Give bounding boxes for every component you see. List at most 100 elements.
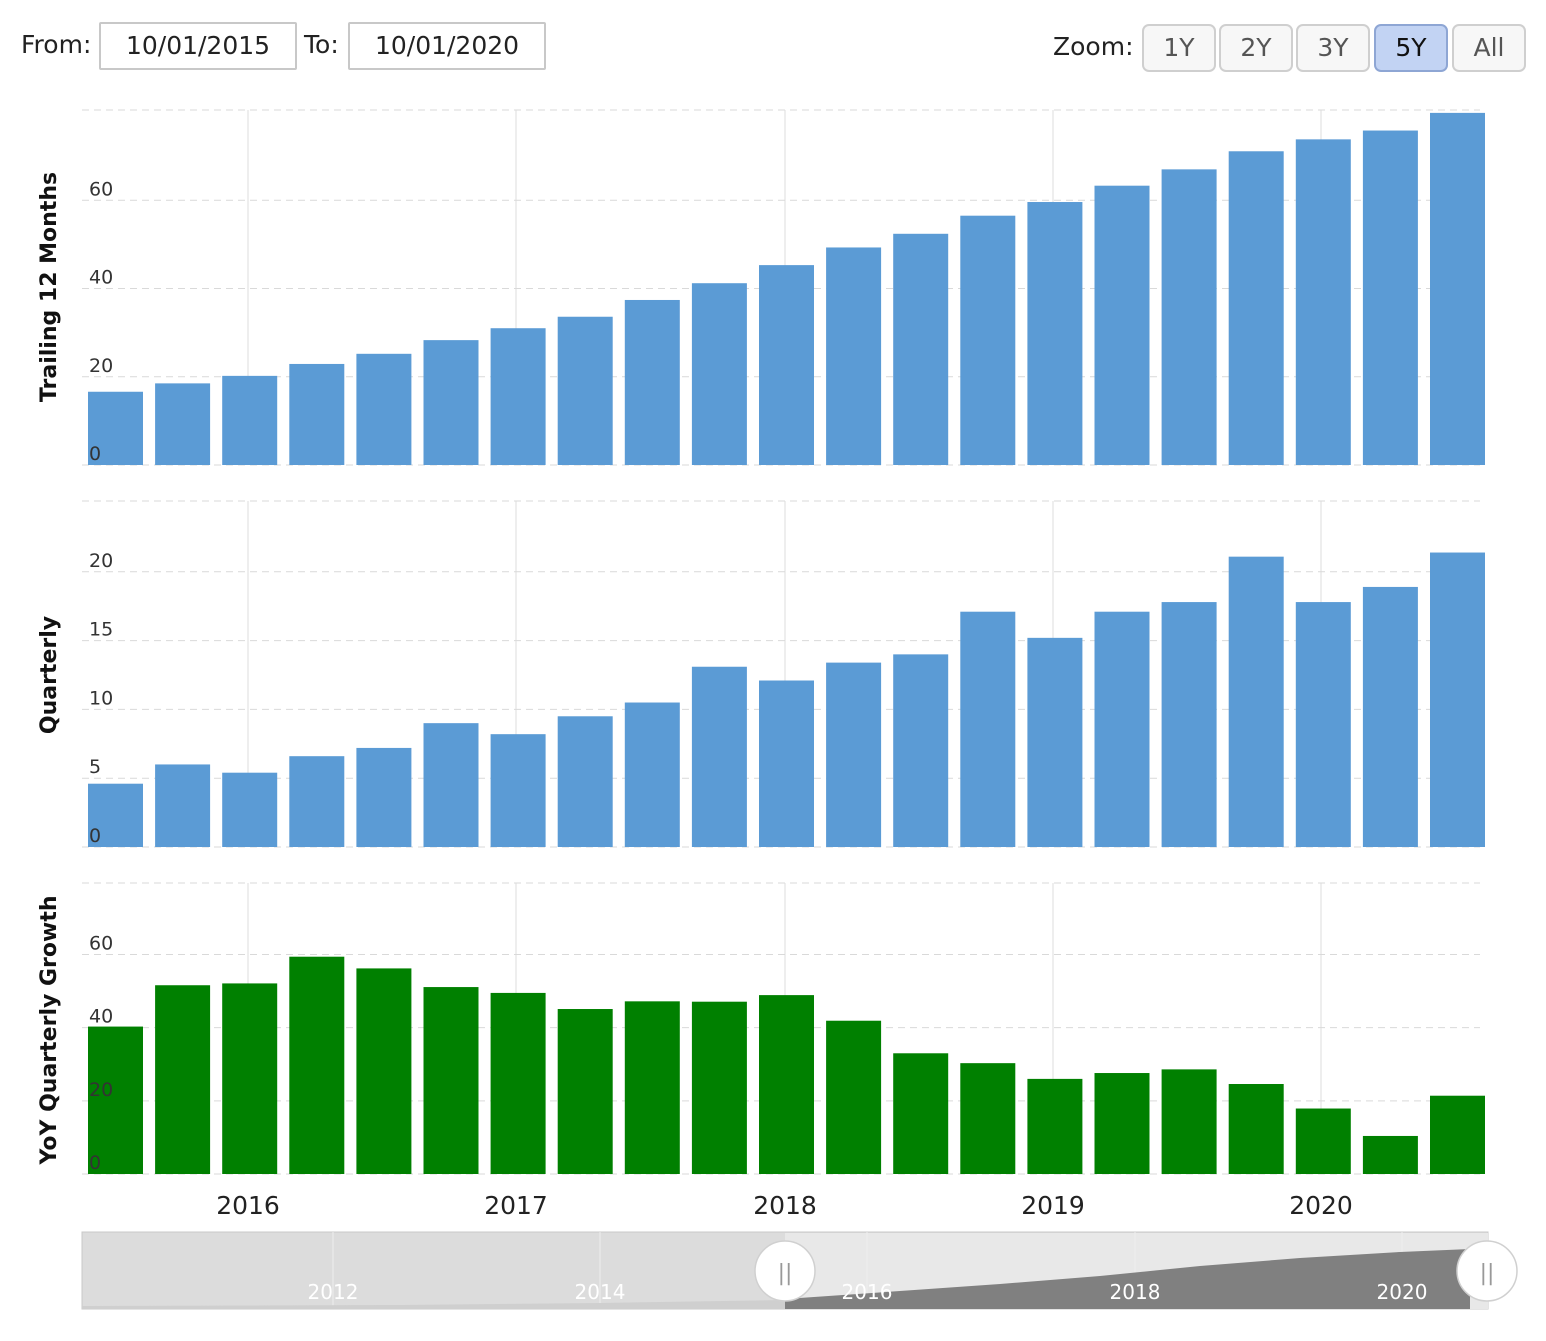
y-axis-title: YoY Quarterly Growth <box>37 895 62 1165</box>
bar <box>960 1063 1016 1174</box>
bar <box>356 747 412 847</box>
bar <box>222 983 278 1174</box>
y-tick-label: 40 <box>89 267 113 289</box>
bar <box>88 1026 143 1174</box>
from-label: From: <box>21 30 92 59</box>
bar <box>1027 202 1083 465</box>
bar <box>289 756 345 847</box>
x-tick-label: 2018 <box>753 1191 817 1220</box>
bar <box>1228 151 1284 466</box>
bar <box>759 265 814 465</box>
navigator-tick-label: 2016 <box>842 1280 893 1304</box>
bar <box>88 391 143 465</box>
bar <box>423 987 479 1174</box>
bar <box>893 654 949 847</box>
bar <box>624 1001 680 1174</box>
bar <box>826 662 882 847</box>
bar <box>155 764 211 847</box>
y-tick-label: 0 <box>89 825 101 847</box>
bar <box>624 299 680 465</box>
x-tick-label: 2020 <box>1289 1191 1353 1220</box>
bar <box>155 383 211 465</box>
bar <box>356 968 412 1174</box>
bar <box>222 375 278 465</box>
bar <box>1161 602 1217 847</box>
bar <box>960 611 1016 847</box>
navigator-series-area <box>82 1300 785 1309</box>
bar <box>289 363 345 465</box>
bar <box>490 328 546 465</box>
y-tick-label: 0 <box>89 443 101 465</box>
bar <box>222 772 278 847</box>
bar <box>1094 611 1150 847</box>
from-date-input[interactable]: 10/01/2015 <box>99 22 297 70</box>
y-tick-label: 60 <box>89 933 113 955</box>
bar <box>490 992 546 1174</box>
grip-icon: || <box>778 1261 793 1286</box>
navigator-left-handle[interactable] <box>754 1240 816 1302</box>
y-axis-title: Trailing 12 Months <box>37 172 62 402</box>
bar <box>1362 130 1418 465</box>
y-tick-label: 20 <box>89 550 113 572</box>
grip-icon: || <box>1480 1261 1495 1286</box>
bar <box>1362 1135 1418 1174</box>
bar <box>691 666 747 847</box>
bar <box>1027 1078 1083 1174</box>
y-tick-label: 5 <box>89 756 101 778</box>
bar <box>826 1020 882 1174</box>
bar <box>557 316 613 465</box>
navigator-tick-label: 2014 <box>575 1280 626 1304</box>
to-date-input[interactable]: 10/01/2020 <box>348 22 546 70</box>
x-tick-label: 2016 <box>216 1191 280 1220</box>
bar <box>1430 552 1485 847</box>
bar <box>1228 1084 1284 1174</box>
bar <box>960 215 1016 465</box>
zoom-all-button[interactable]: All <box>1452 24 1526 72</box>
y-tick-label: 20 <box>89 1079 113 1101</box>
bar <box>155 985 211 1174</box>
y-tick-label: 40 <box>89 1006 113 1028</box>
zoom-3y-button[interactable]: 3Y <box>1296 24 1370 72</box>
bar <box>490 734 546 847</box>
bar <box>1094 185 1150 465</box>
bar <box>1094 1073 1150 1174</box>
bar <box>423 723 479 847</box>
navigator-right-handle[interactable] <box>1456 1240 1518 1302</box>
bar <box>88 783 143 847</box>
zoom-1y-button[interactable]: 1Y <box>1142 24 1216 72</box>
bar <box>356 353 412 465</box>
bar <box>826 247 882 465</box>
bar <box>1430 112 1485 465</box>
bar <box>1295 139 1351 466</box>
y-tick-label: 0 <box>89 1152 101 1174</box>
bar <box>289 956 345 1174</box>
zoom-5y-button[interactable]: 5Y <box>1374 24 1448 72</box>
bar <box>423 340 479 465</box>
y-axis-title: Quarterly <box>37 616 62 734</box>
bar <box>893 233 949 465</box>
to-label: To: <box>304 30 339 59</box>
bar <box>1228 556 1284 847</box>
bar <box>624 702 680 847</box>
bar <box>1027 637 1083 847</box>
bar <box>1362 586 1418 847</box>
y-tick-label: 15 <box>89 619 113 641</box>
y-tick-label: 20 <box>89 355 113 377</box>
x-tick-label: 2017 <box>484 1191 548 1220</box>
bar <box>893 1053 949 1174</box>
bar <box>1430 1095 1485 1174</box>
navigator-series-area <box>785 1249 1470 1309</box>
navigator-tick-label: 2018 <box>1110 1280 1161 1304</box>
x-tick-label: 2019 <box>1021 1191 1085 1220</box>
navigator-tick-label: 2020 <box>1377 1280 1428 1304</box>
bar <box>691 1001 747 1174</box>
zoom-label: Zoom: <box>1053 32 1134 61</box>
bar <box>759 680 814 847</box>
bar <box>759 995 814 1174</box>
range-toolbar: From: 10/01/2015 To: 10/01/2020 Zoom: 1Y… <box>0 0 1546 80</box>
bar <box>557 1009 613 1174</box>
y-tick-label: 10 <box>89 687 113 709</box>
bar <box>1295 602 1351 847</box>
zoom-2y-button[interactable]: 2Y <box>1219 24 1293 72</box>
bar <box>557 716 613 847</box>
